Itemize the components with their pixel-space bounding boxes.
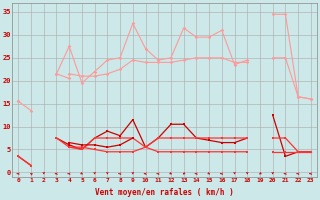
X-axis label: Vent moyen/en rafales ( km/h ): Vent moyen/en rafales ( km/h ) <box>95 188 234 197</box>
